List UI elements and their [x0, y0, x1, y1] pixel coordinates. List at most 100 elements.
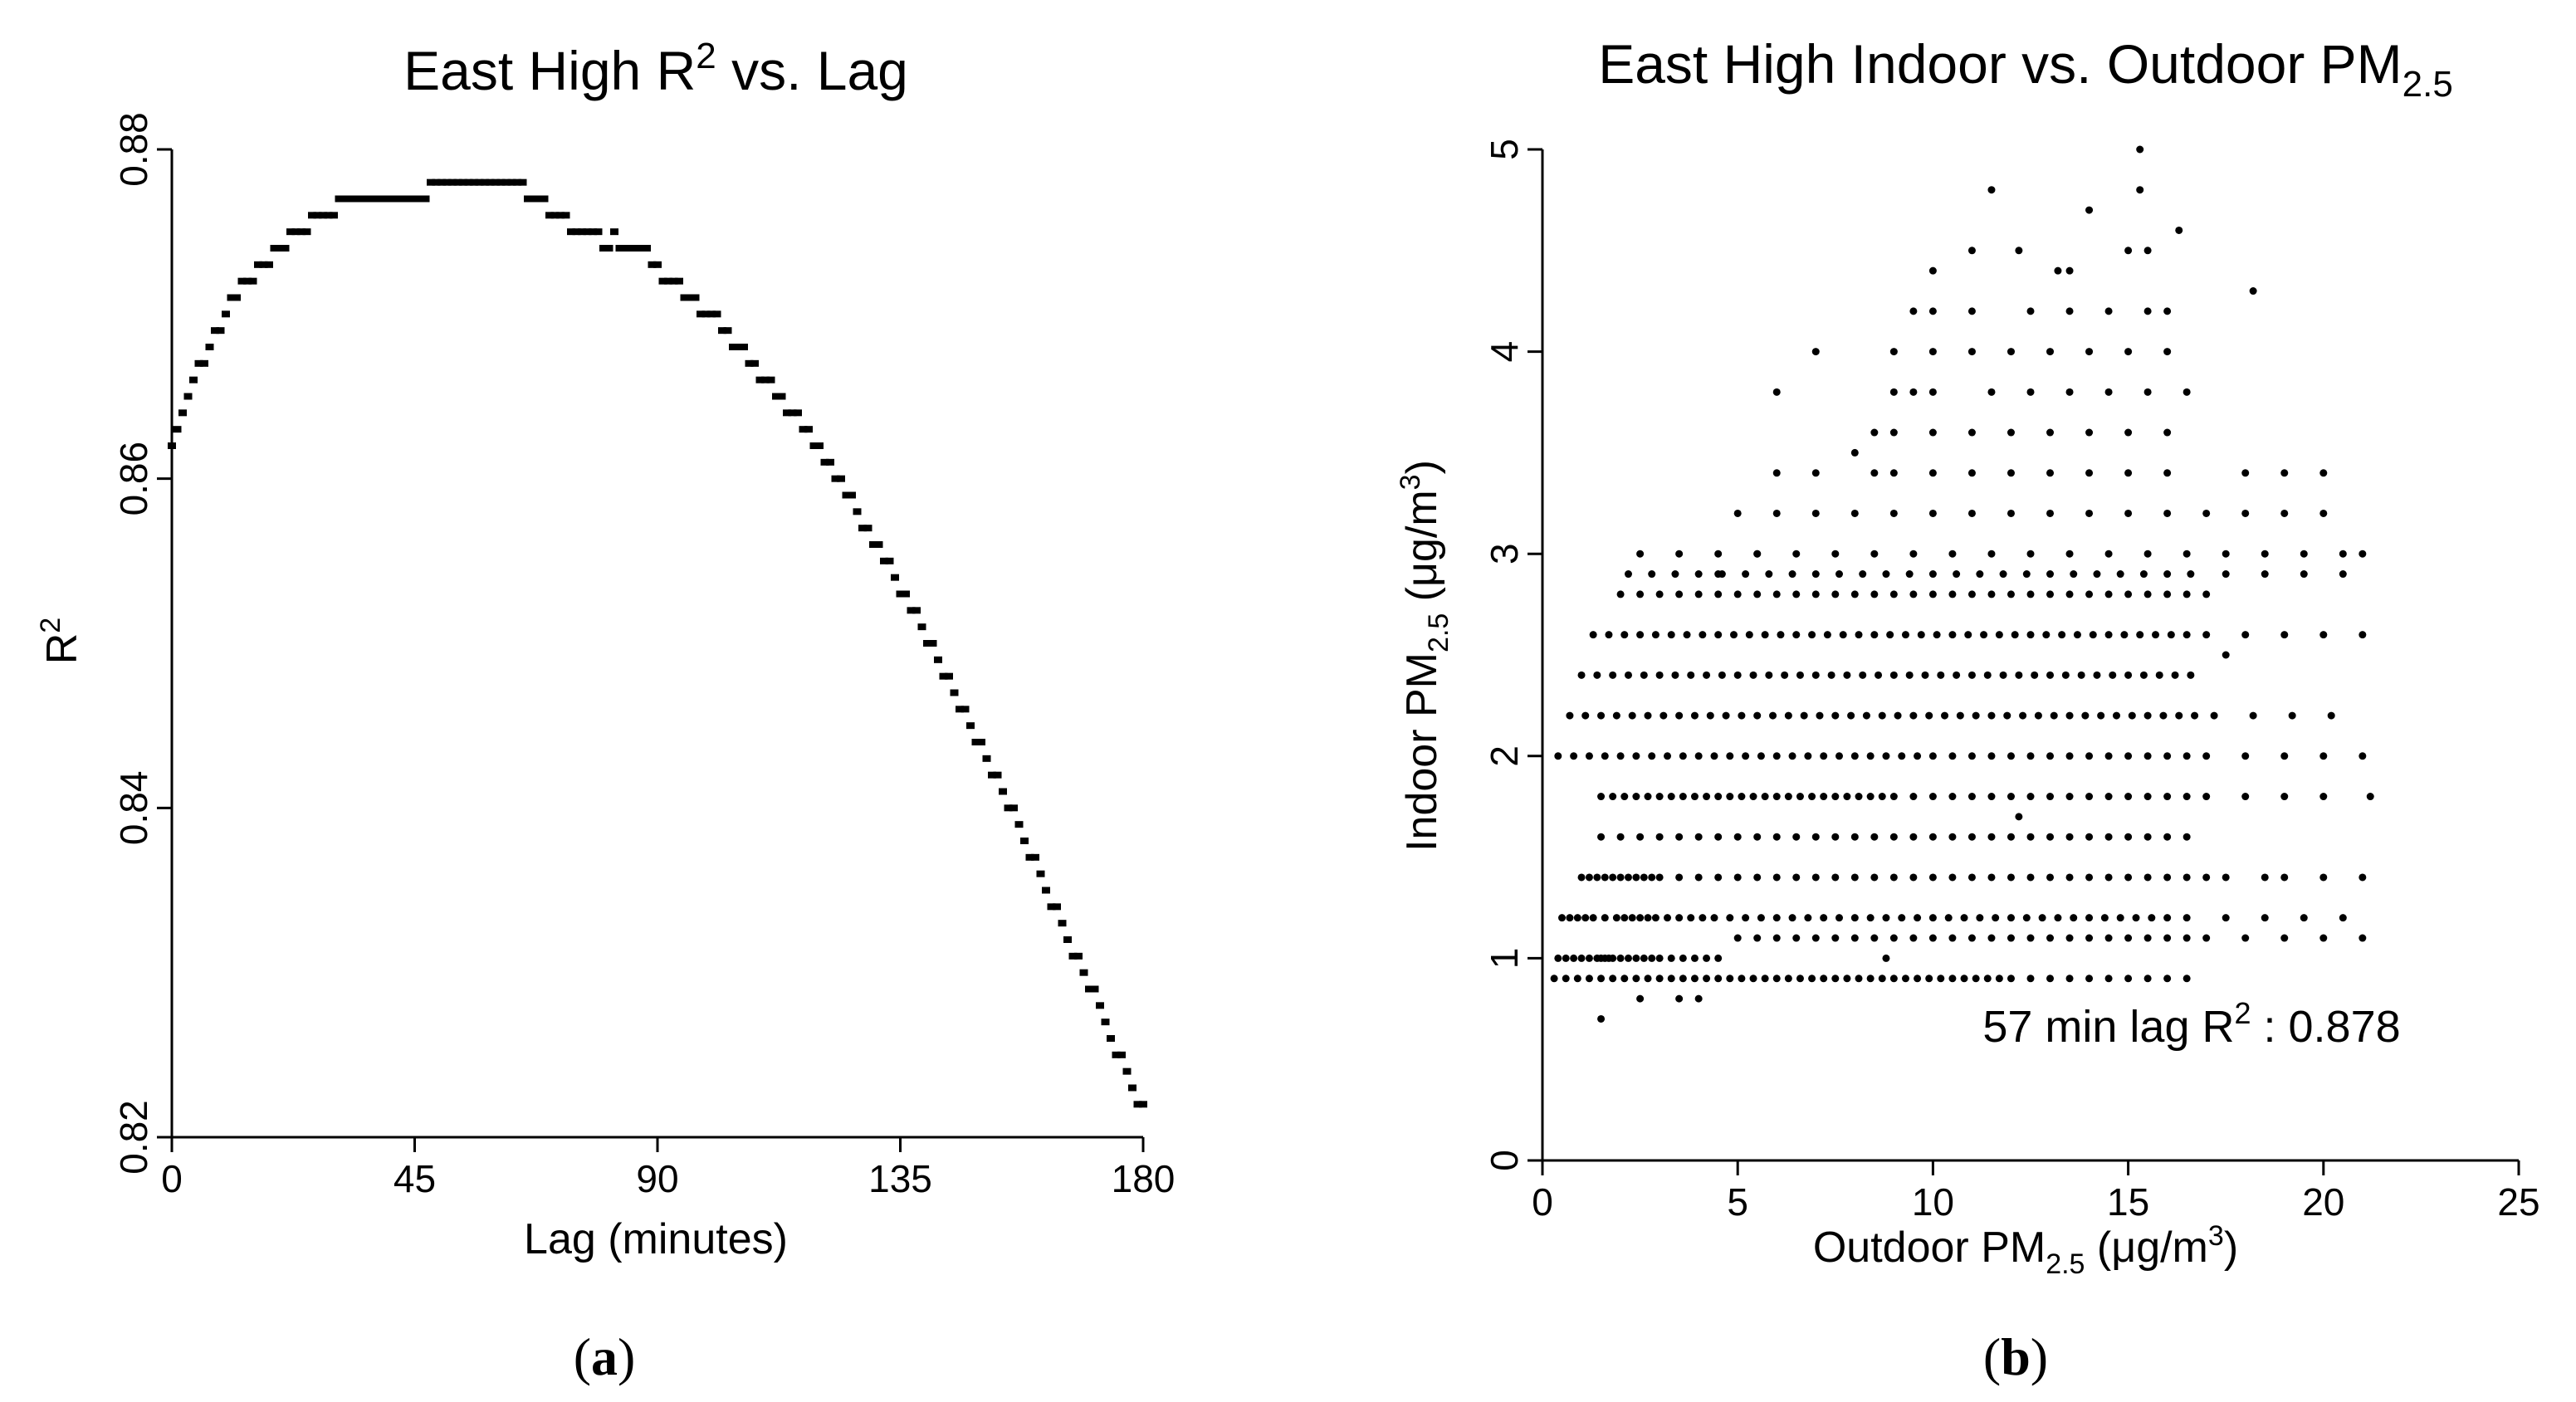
chart-b-point	[1967, 671, 1976, 679]
chart-b-point	[1948, 550, 1957, 558]
chart-b-point	[1862, 711, 1870, 720]
chart-a-point	[604, 245, 613, 252]
chart-b-point	[1781, 671, 1789, 679]
chart-b-point	[1644, 914, 1652, 922]
chart-b-point	[1722, 711, 1730, 720]
chart-b-point	[1589, 914, 1597, 922]
chart-b-point	[2007, 428, 2015, 437]
chart-b-point	[2026, 631, 2035, 639]
chart-b-point	[1928, 793, 1937, 801]
chart-b-point	[2187, 671, 2195, 679]
chart-a-point	[961, 706, 970, 713]
chart-b-point	[1550, 975, 1558, 983]
chart-a-point	[993, 771, 1002, 779]
chart-b-point	[1937, 671, 1945, 679]
chart-b-point	[1772, 590, 1781, 598]
chart-a-point	[330, 212, 338, 219]
chart-a-point	[977, 739, 985, 745]
chart-b-point	[1710, 914, 1718, 922]
chart-a-point	[583, 228, 592, 236]
chart-a-point	[1079, 969, 1088, 976]
chart-b-point	[2163, 570, 2172, 579]
chart-b-point	[1831, 934, 1840, 942]
chart-b-point	[2163, 509, 2172, 517]
chart-a-point	[664, 277, 672, 285]
chart-a-point	[1004, 804, 1013, 812]
chart-b-point	[1909, 934, 1918, 942]
chart-b-point	[2241, 631, 2250, 639]
chart-b-point	[2222, 914, 2230, 922]
chart-b-point	[1632, 793, 1640, 801]
chart-b-point	[1967, 307, 1976, 315]
chart-a-point	[351, 195, 359, 203]
chart-b-point	[1694, 994, 1703, 1003]
chart-a-point	[265, 261, 273, 268]
chart-a-point	[837, 475, 845, 482]
chart-b-point	[1976, 570, 1984, 579]
chart-a-point	[561, 212, 570, 219]
chart-a-point	[453, 178, 462, 186]
chart-b-point	[2163, 307, 2172, 315]
chart-a-point	[777, 393, 786, 400]
chart-a-point	[632, 245, 640, 252]
chart-b-point	[2261, 914, 2269, 922]
chart-b-x-axis-label: Outdoor PM2.5 (μg/m3)	[1813, 1220, 2238, 1280]
chart-b-point	[2046, 570, 2055, 579]
chart-b-point	[2007, 975, 2015, 983]
chart-a-point	[518, 178, 527, 186]
chart-a-point	[367, 195, 376, 203]
chart-b-point	[1928, 428, 1937, 437]
chart-b-point	[2007, 752, 2015, 760]
chart-b-point	[1710, 752, 1718, 760]
chart-a-x-tick-label: 180	[1112, 1157, 1176, 1200]
chart-b-point	[1772, 793, 1781, 801]
chart-b-point	[2104, 975, 2113, 983]
chart-a-point	[809, 442, 819, 449]
chart-b-point	[2077, 671, 2085, 679]
chart-b-point	[1690, 975, 1699, 983]
chart-b-point	[1772, 914, 1781, 922]
chart-b-point	[1679, 975, 1687, 983]
chart-a-point	[707, 310, 716, 318]
chart-b-point	[1831, 833, 1840, 841]
chart-b-point	[1928, 509, 1937, 517]
chart-b-point	[2007, 833, 2015, 841]
chart-b-point	[1811, 348, 1820, 356]
chart-b-point	[1726, 793, 1734, 801]
chart-b-point	[1644, 975, 1652, 983]
chart-b-point	[1995, 975, 2003, 983]
chart-a-x-tick-label: 135	[868, 1157, 932, 1200]
chart-a-point	[1053, 903, 1061, 911]
chart-b-point	[2280, 873, 2289, 882]
chart-b-point	[2143, 833, 2152, 841]
chart-a-point	[1025, 853, 1034, 861]
chart-b-point	[1889, 388, 1898, 396]
chart-b-point	[2202, 934, 2211, 942]
chart-b-point	[2143, 711, 2152, 720]
chart-b-y-tick-label: 0	[1483, 1150, 1526, 1171]
chart-b-point	[2183, 550, 2191, 558]
chart-b-point	[1878, 975, 1886, 983]
chart-b-point	[1882, 752, 1890, 760]
chart-b-point	[1948, 631, 1957, 639]
chart-b-point	[2148, 914, 2156, 922]
chart-a-point	[427, 178, 435, 186]
chart-b-point	[1738, 793, 1746, 801]
chart-b-point	[1671, 671, 1679, 679]
chart-a-point	[794, 409, 802, 417]
chart-b-point	[2116, 914, 2124, 922]
chart-b-point	[1714, 550, 1723, 558]
chart-a-point	[421, 195, 430, 203]
chart-b-point	[2073, 631, 2081, 639]
chart-b-point	[1948, 752, 1957, 760]
chart-b-point	[2143, 247, 2152, 255]
chart-b-point	[1882, 954, 1890, 962]
chart-b-point	[1976, 914, 1984, 922]
chart-a-point	[540, 195, 549, 203]
chart-b-point	[1624, 671, 1632, 679]
chart-a-point	[222, 310, 230, 318]
chart-a-y-axis-label: R2	[35, 618, 86, 664]
chart-b-point	[1995, 631, 2003, 639]
chart-a-point	[615, 245, 624, 252]
chart-b-point	[1928, 469, 1937, 477]
